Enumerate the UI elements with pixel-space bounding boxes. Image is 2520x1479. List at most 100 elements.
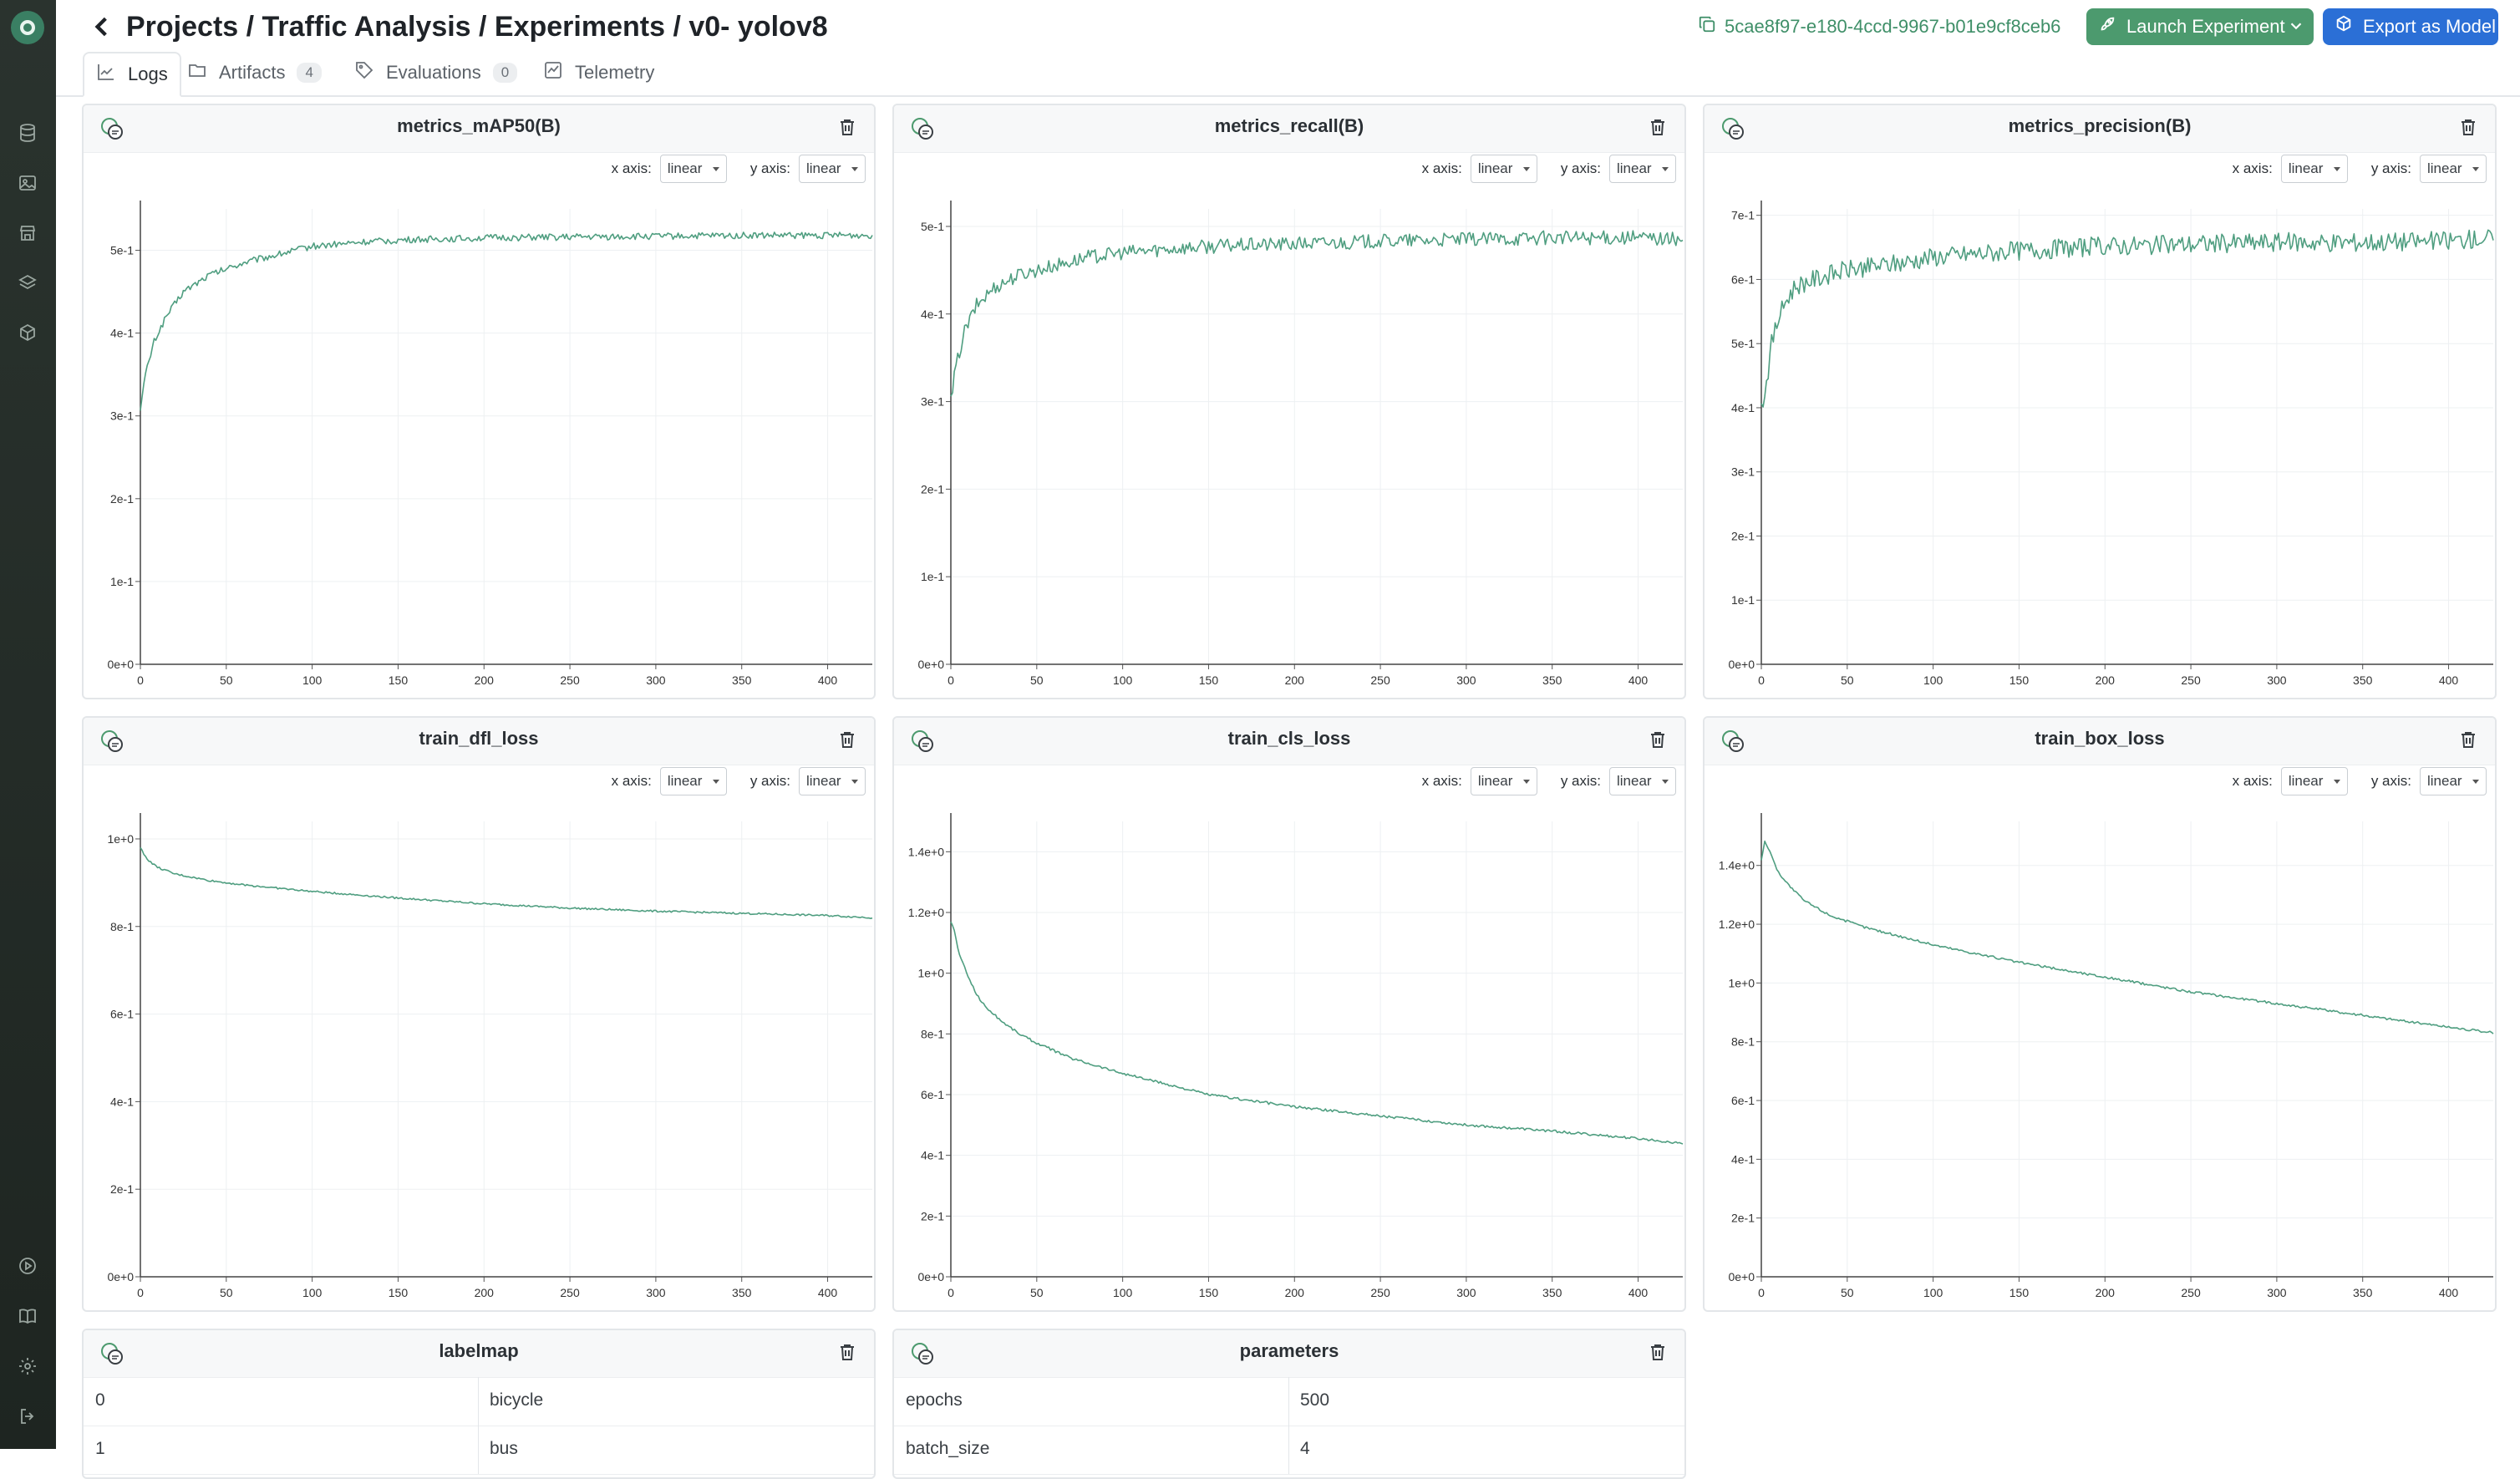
y-tick-label: 5e-1	[110, 244, 134, 257]
series-line[interactable]	[950, 921, 1684, 1145]
x-tick-label: 50	[1030, 673, 1044, 687]
trash-icon[interactable]	[1648, 1342, 1669, 1364]
x-tick-label: 400	[2439, 673, 2459, 687]
line-chart[interactable]: 0 50 100 150 200 250 300 350 400 0e+0 2e-1 4e-1 6e-1…	[1705, 798, 2495, 1310]
database-icon[interactable]	[15, 120, 40, 145]
panel-header: labelmap	[84, 1330, 874, 1378]
left-rail	[0, 0, 56, 1449]
launch-experiment-button[interactable]: Launch Experiment	[2086, 8, 2314, 45]
x-tick-label: 150	[1199, 673, 1219, 687]
y-tick-label: 6e-1	[110, 1008, 134, 1021]
x-tick-label: 50	[1030, 1286, 1044, 1299]
series-line[interactable]	[1760, 840, 2494, 1034]
export-as-model-button[interactable]: Export as Model	[2323, 8, 2498, 45]
x-tick-label: 300	[646, 673, 666, 687]
x-axis-scale-select[interactable]: linear	[2280, 767, 2348, 795]
y-tick-label: 2e-1	[921, 482, 944, 496]
tab-telemetry[interactable]: Telemetry	[543, 52, 654, 94]
y-tick-label: 3e-1	[921, 395, 944, 409]
panel-header: metrics_recall(B)	[894, 105, 1684, 153]
comment-icon[interactable]	[99, 1340, 127, 1369]
trash-icon[interactable]	[2458, 117, 2480, 139]
trash-icon[interactable]	[837, 117, 859, 139]
tab-artifacts-label: Artifacts	[219, 62, 286, 83]
y-tick-label: 3e-1	[1731, 465, 1755, 479]
x-tick-label: 150	[2009, 1286, 2030, 1299]
comment-icon[interactable]	[1720, 728, 1748, 756]
tab-evaluations[interactable]: Evaluations 0	[354, 52, 518, 94]
y-axis-scale-select[interactable]: linear	[2420, 155, 2487, 183]
packages-icon[interactable]	[15, 321, 40, 346]
line-chart[interactable]: 0 50 100 150 200 250 300 350 400 0e+0 1e-1 2e-1 3e-1…	[894, 186, 1684, 698]
run-id-copy[interactable]: 5cae8f97-e180-4ccd-9967-b01e9cf8ceb6	[1698, 13, 2060, 40]
y-axis-scale-select[interactable]: linear	[1609, 767, 1676, 795]
parameters-panel: parameters epochs 500 batch_size 4	[892, 1329, 1686, 1479]
comment-icon[interactable]	[909, 728, 937, 756]
x-axis-scale-select[interactable]: linear	[659, 155, 727, 183]
logout-icon[interactable]	[15, 1404, 40, 1429]
app-logo-icon[interactable]	[11, 11, 44, 44]
x-tick-label: 400	[818, 1286, 838, 1299]
trash-icon[interactable]	[1648, 117, 1669, 139]
book-icon[interactable]	[15, 1304, 40, 1329]
x-tick-label: 50	[1841, 673, 1854, 687]
y-axis-scale-select[interactable]: linear	[2420, 767, 2487, 795]
tab-artifacts[interactable]: Artifacts 4	[187, 52, 322, 94]
y-tick-label: 4e-1	[921, 1149, 944, 1162]
table-cell-key: 1	[95, 1439, 105, 1458]
store-icon[interactable]	[15, 221, 40, 246]
x-tick-label: 150	[1199, 1286, 1219, 1299]
y-tick-label: 1e+0	[1728, 976, 1755, 989]
tab-logs[interactable]: Logs	[83, 52, 181, 97]
series-line[interactable]	[1760, 229, 2494, 408]
table-cell-value: 4	[1300, 1439, 1310, 1458]
x-tick-label: 400	[1628, 1286, 1649, 1299]
x-axis-scale-select[interactable]: linear	[1470, 767, 1537, 795]
panel-header: parameters	[894, 1330, 1684, 1378]
x-tick-label: 350	[732, 673, 752, 687]
tab-bar: Logs Artifacts 4 Evaluations 0 Telemetry	[56, 52, 2520, 97]
trash-icon[interactable]	[837, 1342, 859, 1364]
y-axis-scale-select[interactable]: linear	[799, 155, 866, 183]
y-axis-scale-select[interactable]: linear	[799, 767, 866, 795]
line-chart[interactable]: 0 50 100 150 200 250 300 350 400 0e+0 2e-1 4e-1 6e-1…	[84, 798, 874, 1310]
y-axis-scale-select[interactable]: linear	[1609, 155, 1676, 183]
image-icon[interactable]	[15, 170, 40, 196]
line-chart[interactable]: 0 50 100 150 200 250 300 350 400 0e+0 2e-1 4e-1 6e-1…	[894, 798, 1684, 1310]
y-tick-label: 6e-1	[1731, 1094, 1755, 1107]
x-axis-label: x axis:	[2232, 773, 2273, 789]
y-tick-label: 8e-1	[1731, 1035, 1755, 1049]
x-tick-label: 350	[2353, 1286, 2373, 1299]
trash-icon[interactable]	[837, 729, 859, 751]
series-line[interactable]	[140, 231, 873, 411]
y-tick-label: 1e-1	[110, 575, 134, 588]
comment-icon[interactable]	[99, 728, 127, 756]
x-axis-label: x axis:	[611, 773, 652, 789]
comment-icon[interactable]	[99, 115, 127, 144]
y-tick-label: 0e+0	[107, 658, 134, 671]
y-tick-label: 0e+0	[1728, 1270, 1755, 1283]
x-axis-scale-select[interactable]: linear	[1470, 155, 1537, 183]
layers-icon[interactable]	[15, 271, 40, 296]
x-axis-scale-select[interactable]: linear	[2280, 155, 2348, 183]
x-tick-label: 200	[475, 1286, 495, 1299]
trash-icon[interactable]	[1648, 729, 1669, 751]
back-arrow-icon[interactable]	[88, 10, 116, 43]
y-tick-label: 0e+0	[917, 658, 944, 671]
line-chart[interactable]: 0 50 100 150 200 250 300 350 400 0e+0 1e-1 2e-1 3e-1…	[1705, 186, 2495, 698]
series-line[interactable]	[950, 230, 1684, 397]
trash-icon[interactable]	[2458, 729, 2480, 751]
comment-icon[interactable]	[909, 115, 937, 144]
comment-icon[interactable]	[1720, 115, 1748, 144]
panel-header: train_dfl_loss	[84, 718, 874, 765]
x-axis-scale-select[interactable]: linear	[659, 767, 727, 795]
line-chart[interactable]: 0 50 100 150 200 250 300 350 400 0e+0 1e-1 2e-1 3e-1…	[84, 186, 874, 698]
comment-icon[interactable]	[909, 1340, 937, 1369]
play-circle-icon[interactable]	[15, 1253, 40, 1278]
table-row: 0 bicycle	[84, 1377, 874, 1426]
x-tick-label: 300	[646, 1286, 666, 1299]
series-line[interactable]	[140, 846, 873, 919]
chart-panel: train_cls_loss x axis: linear y axis: li…	[892, 716, 1686, 1312]
chevron-down-icon[interactable]	[2287, 17, 2305, 40]
settings-icon[interactable]	[15, 1354, 40, 1379]
